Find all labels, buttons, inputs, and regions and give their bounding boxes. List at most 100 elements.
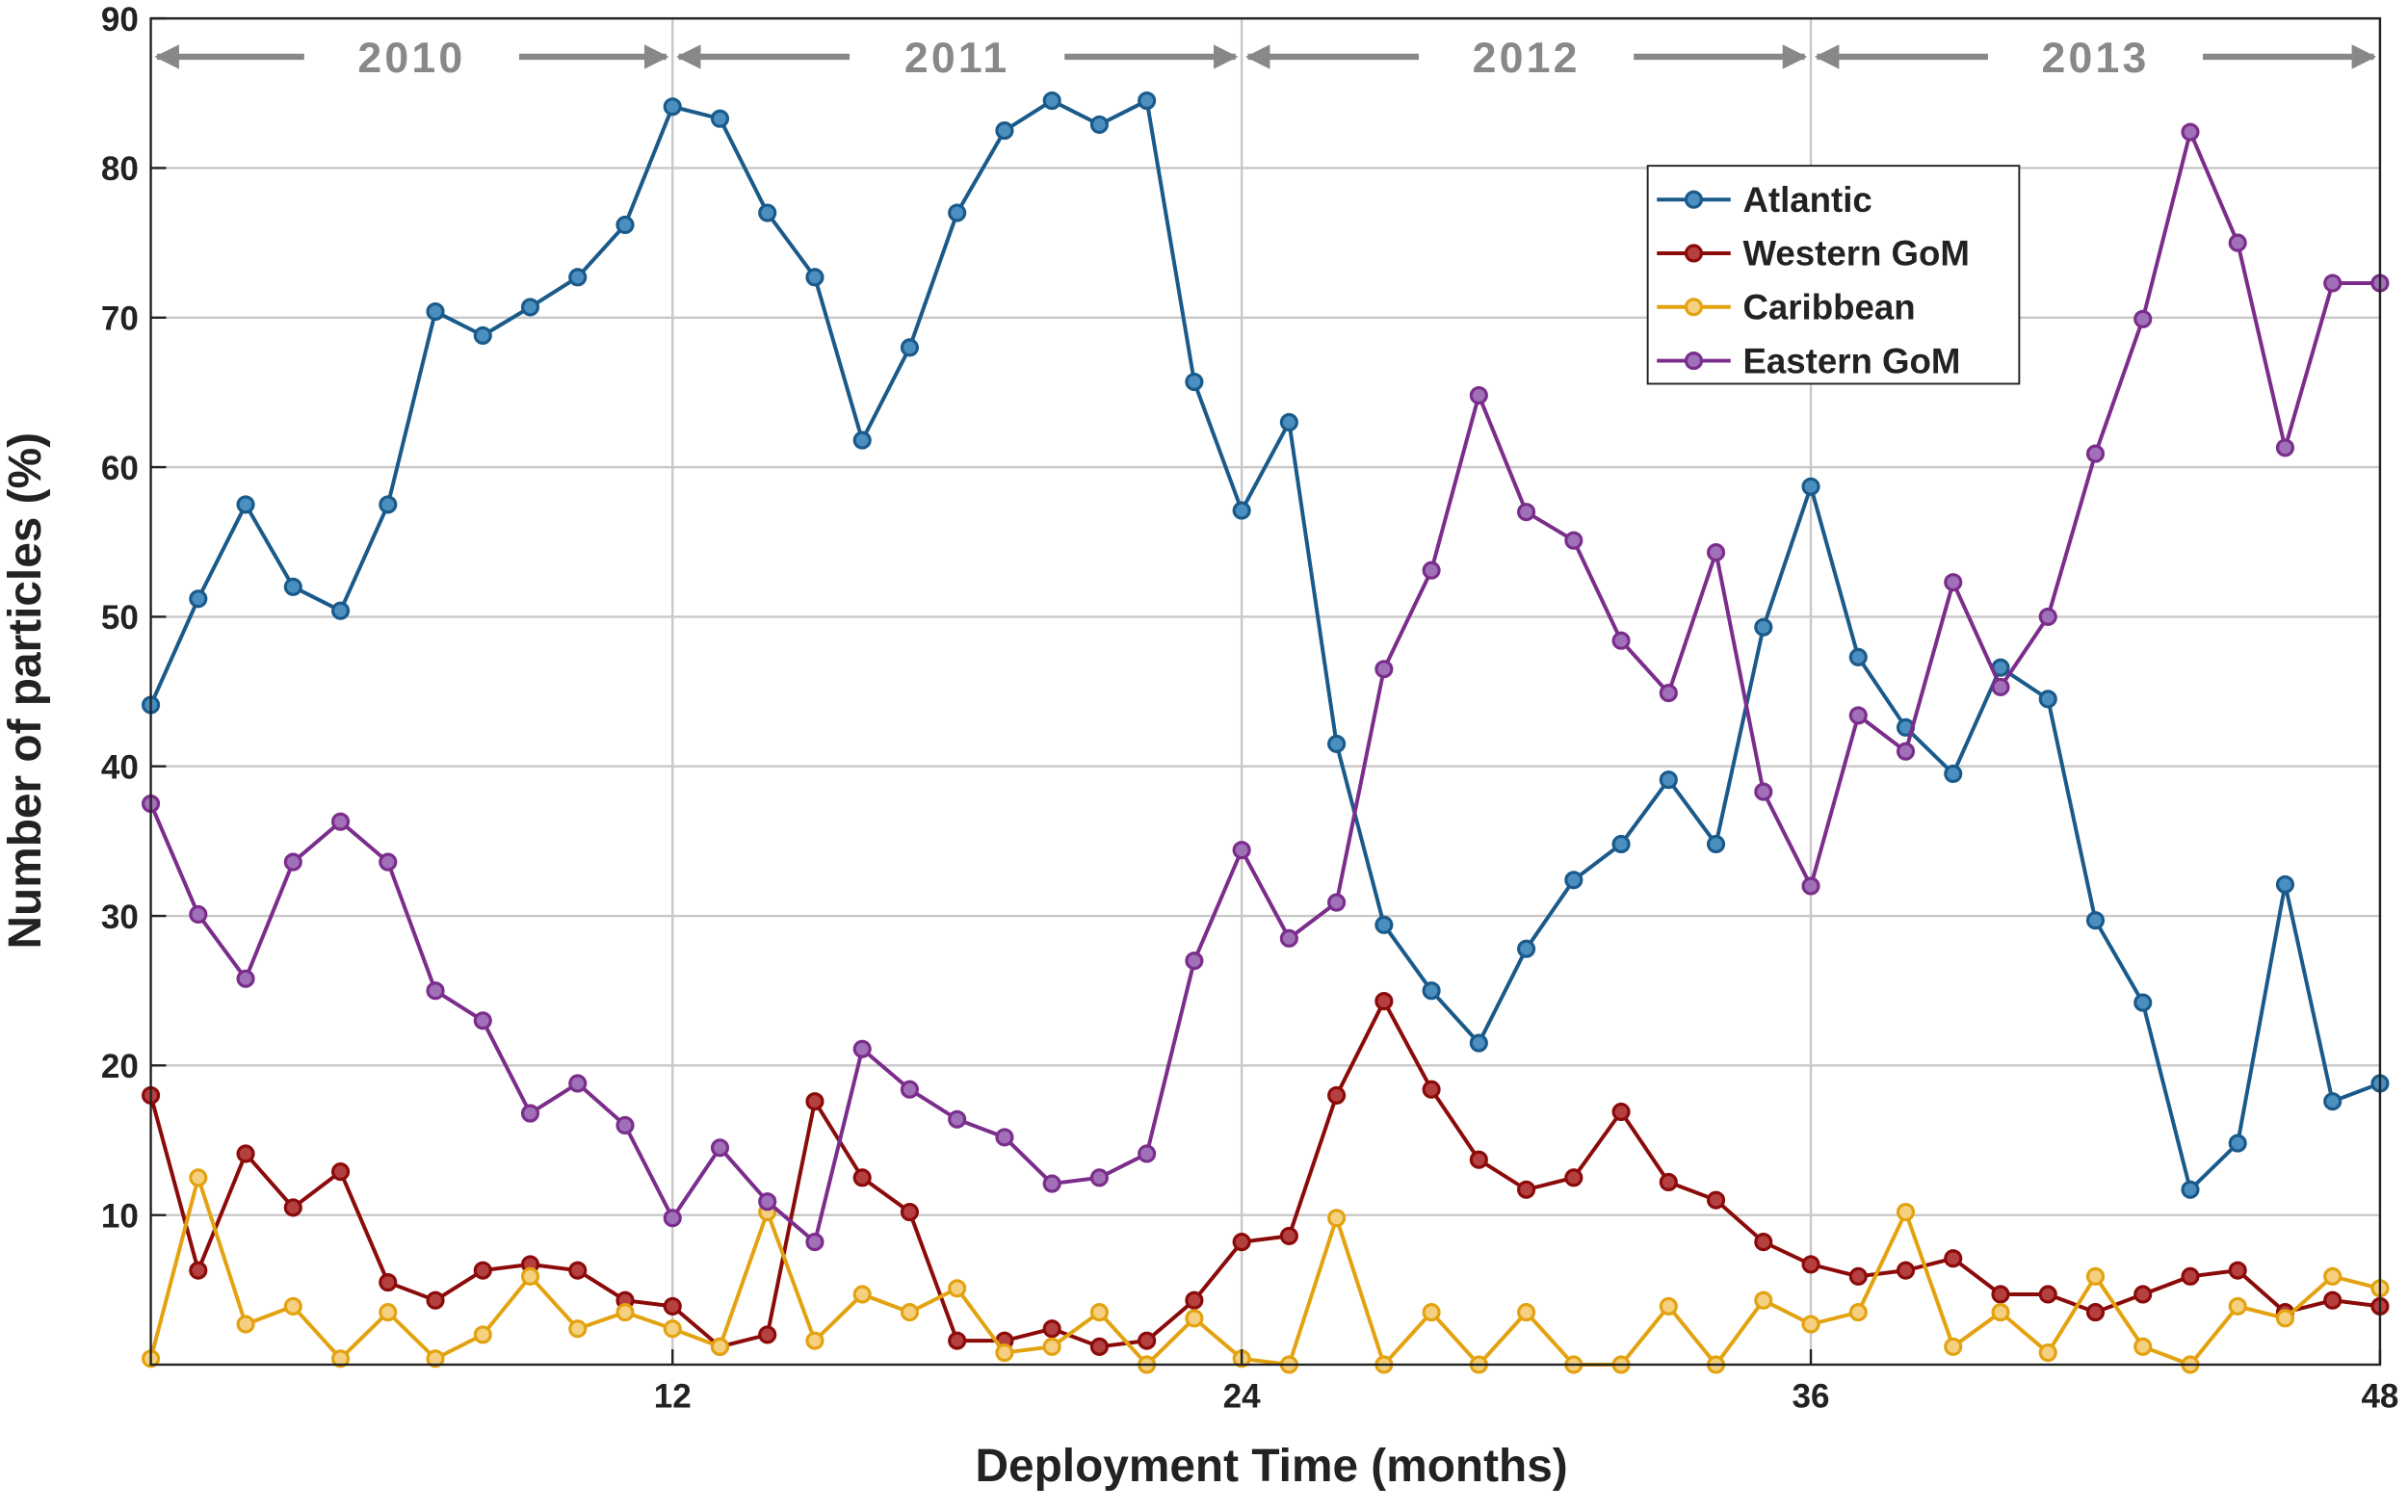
data-point (1517, 939, 1536, 958)
year-label: 2010 (357, 35, 465, 82)
data-point (1706, 543, 1726, 562)
legend: Atlantic Western GoM Caribbean Eastern GoM (1646, 165, 2021, 385)
data-point (1422, 981, 1441, 1001)
data-point (852, 1168, 872, 1187)
y-axis-label: Number of particles (%) (0, 432, 51, 949)
data-point (1185, 952, 1204, 971)
data-point (900, 1080, 920, 1099)
data-point (2038, 607, 2057, 626)
data-point (2275, 438, 2295, 457)
data-point (1754, 1233, 1773, 1252)
y-tick-label: 70 (101, 300, 139, 338)
data-point (2323, 1290, 2343, 1310)
data-point (2228, 1296, 2247, 1316)
y-tick-label: 80 (101, 150, 139, 188)
data-point (2038, 1343, 2057, 1363)
data-point (189, 904, 208, 925)
data-point (1801, 876, 1820, 896)
data-point (1896, 1261, 1916, 1280)
data-point (1848, 647, 1868, 666)
data-point (1896, 742, 1916, 761)
data-point (2228, 1134, 2247, 1153)
data-point (1848, 1266, 1868, 1286)
data-point (805, 1092, 824, 1111)
data-point (1327, 893, 1347, 912)
data-point (520, 1266, 540, 1286)
data-point (189, 1168, 208, 1187)
data-point (236, 1315, 255, 1334)
data-point (1801, 1255, 1820, 1274)
data-point (520, 1104, 540, 1123)
data-point (1517, 1180, 1536, 1199)
data-point (948, 203, 967, 222)
data-point (283, 1198, 302, 1217)
data-point (710, 109, 730, 128)
data-point (1279, 412, 1298, 432)
x-tick-label: 12 (654, 1378, 692, 1416)
data-point (426, 1290, 445, 1310)
data-point (1944, 764, 1963, 784)
data-point (473, 1011, 492, 1030)
data-point (2085, 444, 2106, 463)
data-point (236, 495, 255, 514)
data-point (1754, 782, 1773, 801)
data-point (2228, 233, 2247, 252)
data-point (2038, 690, 2057, 709)
data-point (2275, 874, 2295, 894)
legend-label: Atlantic (1742, 180, 1871, 220)
data-point (473, 326, 492, 345)
data-point (615, 215, 635, 235)
data-point (283, 577, 302, 596)
y-tick-label: 30 (101, 899, 139, 936)
data-point (1232, 1233, 1251, 1252)
y-tick-label: 20 (101, 1048, 139, 1085)
y-tick-label: 90 (101, 1, 139, 39)
data-point (1944, 573, 1963, 592)
data-point (1469, 1033, 1488, 1053)
data-point (236, 1144, 255, 1163)
data-point (1517, 1303, 1536, 1322)
data-point (1659, 1296, 1678, 1316)
data-point (1138, 91, 1157, 111)
axes-frame (149, 16, 2382, 1367)
data-point (948, 1279, 967, 1298)
data-point (1754, 1290, 1773, 1310)
series-line (148, 125, 2380, 1246)
y-tick-label: 60 (101, 450, 139, 487)
data-point (379, 1303, 398, 1322)
data-point (758, 1325, 777, 1344)
data-point (805, 1331, 824, 1350)
legend-marker (1684, 352, 1704, 371)
data-point (1327, 734, 1347, 753)
data-point (283, 852, 302, 872)
data-point (1042, 1337, 1061, 1356)
data-point (1374, 915, 1394, 934)
data-point (663, 97, 682, 117)
data-point (2323, 274, 2343, 293)
x-axis-label: Deployment Time (months) (976, 1441, 1568, 1492)
data-point (1469, 1150, 1488, 1169)
data-point (1374, 660, 1394, 679)
data-point (2085, 911, 2106, 930)
data-point (1469, 385, 1488, 405)
data-point (473, 1325, 492, 1344)
data-point (852, 1039, 872, 1058)
data-point (1185, 372, 1204, 392)
data-point (1517, 503, 1536, 522)
legend-marker (1684, 244, 1704, 263)
data-point (663, 1209, 682, 1228)
data-point (426, 301, 445, 322)
data-point (283, 1296, 302, 1316)
data-point (1944, 1337, 1963, 1356)
data-point (1279, 928, 1298, 948)
data-point (1564, 531, 1584, 550)
data-point (2085, 1266, 2106, 1286)
series-line (148, 1170, 2381, 1369)
data-point (1991, 677, 2010, 696)
data-point (1659, 770, 1678, 790)
data-point (1754, 617, 1773, 637)
data-point (1706, 834, 1726, 854)
data-point (1659, 1172, 1678, 1192)
legend-marker (1684, 190, 1704, 209)
data-point (2133, 309, 2153, 328)
